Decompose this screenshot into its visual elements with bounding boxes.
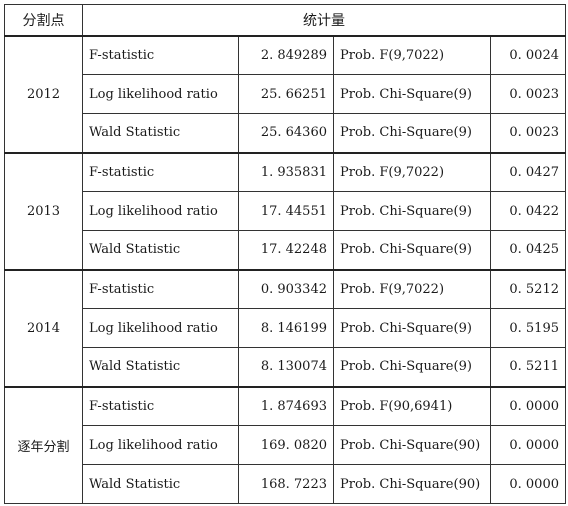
probability-cell: 0. 5211: [490, 347, 566, 387]
table-row: 逐年分割 F-statistic 1. 874693 Prob. F(90,6941)…: [4, 385, 566, 504]
probability-cell: 0. 0425: [490, 230, 566, 270]
statistic-header: 统计量: [82, 4, 566, 36]
probability-cell: 0. 0422: [490, 191, 566, 231]
table-row: Wald Statistic 168. 7223 Prob. Chi-Square(…: [5, 464, 566, 504]
probability-cell: 0. 0000: [490, 425, 566, 465]
statistic-name-cell: Wald Statistic: [82, 464, 239, 504]
statistic-name-cell: Log likelihood ratio: [82, 425, 239, 465]
table-row: Log likelihood ratio 17. 44551 Prob. Chi-S…: [5, 191, 566, 231]
table-row: Log likelihood ratio 25. 66251 Prob. Chi-S…: [5, 74, 566, 114]
statistic-value-cell: 169. 0820: [238, 425, 334, 465]
statistic-value-cell: 8. 146199: [238, 308, 334, 348]
probability-cell: 0. 0024: [490, 34, 566, 75]
split-point-cell: 逐年分割: [4, 385, 83, 504]
statistic-name-cell: Log likelihood ratio: [82, 308, 239, 348]
statistic-name-cell: F-statistic: [82, 385, 239, 426]
probability-cell: 0. 5212: [490, 268, 566, 309]
chow-test-table: 分割点 统计量 2012 F-statistic 2. 849289 Prob. F(…: [4, 4, 566, 504]
test-distribution-cell: Prob. Chi-Square(90): [333, 464, 491, 504]
statistic-value-cell: 17. 42248: [238, 230, 334, 270]
statistic-value-cell: 25. 64360: [238, 113, 334, 153]
statistic-name-cell: Wald Statistic: [82, 347, 239, 387]
probability-cell: 0. 5195: [490, 308, 566, 348]
statistic-name-cell: Wald Statistic: [82, 230, 239, 270]
split-point-cell: 2013: [4, 151, 83, 270]
table-row: Wald Statistic 25. 64360 Prob. Chi-Square(…: [5, 113, 566, 153]
table-row: Wald Statistic 8. 130074 Prob. Chi-Square(…: [5, 347, 566, 387]
test-distribution-cell: Prob. Chi-Square(9): [333, 230, 491, 270]
split-point-cell: 2014: [4, 268, 83, 387]
statistic-value-cell: 0. 903342: [238, 268, 334, 309]
probability-cell: 0. 0000: [490, 464, 566, 504]
table-row: Log likelihood ratio 169. 0820 Prob. Chi-S…: [5, 425, 566, 465]
statistic-value-cell: 1. 935831: [238, 151, 334, 192]
test-distribution-cell: Prob. F(9,7022): [333, 151, 491, 192]
probability-cell: 0. 0000: [490, 385, 566, 426]
test-distribution-cell: Prob. Chi-Square(9): [333, 191, 491, 231]
test-distribution-cell: Prob. F(9,7022): [333, 34, 491, 75]
header-row: 分割点 统计量: [4, 4, 566, 36]
statistic-value-cell: 25. 66251: [238, 74, 334, 114]
table-row: Log likelihood ratio 8. 146199 Prob. Chi-S…: [5, 308, 566, 348]
probability-cell: 0. 0023: [490, 74, 566, 114]
test-distribution-cell: Prob. Chi-Square(9): [333, 74, 491, 114]
statistic-name-cell: F-statistic: [82, 268, 239, 309]
probability-cell: 0. 0427: [490, 151, 566, 192]
test-distribution-cell: Prob. Chi-Square(9): [333, 308, 491, 348]
split-point-header: 分割点: [4, 4, 83, 36]
table-row: 2012 F-statistic 2. 849289 Prob. F(9,7022) 0…: [4, 34, 566, 153]
statistic-value-cell: 168. 7223: [238, 464, 334, 504]
statistic-value-cell: 8. 130074: [238, 347, 334, 387]
table-row: 2013 F-statistic 1. 935831 Prob. F(9,7022) 0…: [4, 151, 566, 270]
statistic-name-cell: F-statistic: [82, 151, 239, 192]
test-distribution-cell: Prob. Chi-Square(9): [333, 347, 491, 387]
test-distribution-cell: Prob. F(90,6941): [333, 385, 491, 426]
test-distribution-cell: Prob. Chi-Square(90): [333, 425, 491, 465]
statistic-name-cell: Log likelihood ratio: [82, 74, 239, 114]
statistic-name-cell: F-statistic: [82, 34, 239, 75]
test-distribution-cell: Prob. F(9,7022): [333, 268, 491, 309]
statistic-value-cell: 2. 849289: [238, 34, 334, 75]
test-distribution-cell: Prob. Chi-Square(9): [333, 113, 491, 153]
statistic-value-cell: 17. 44551: [238, 191, 334, 231]
table-row: Wald Statistic 17. 42248 Prob. Chi-Square(…: [5, 230, 566, 270]
statistic-name-cell: Log likelihood ratio: [82, 191, 239, 231]
table-row: 2014 F-statistic 0. 903342 Prob. F(9,7022) 0…: [4, 268, 566, 387]
statistic-name-cell: Wald Statistic: [82, 113, 239, 153]
probability-cell: 0. 0023: [490, 113, 566, 153]
split-point-cell: 2012: [4, 34, 83, 153]
statistic-value-cell: 1. 874693: [238, 385, 334, 426]
